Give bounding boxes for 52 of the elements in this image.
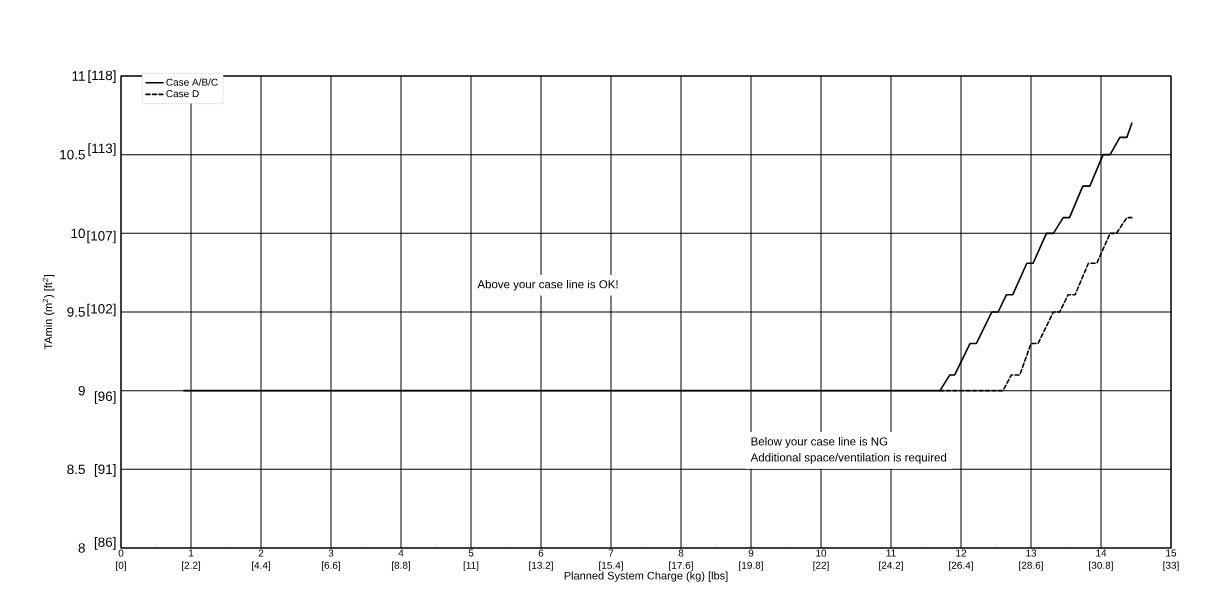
annotation: Below your case line is NG (751, 437, 888, 448)
y2-tick-label: [113] (88, 143, 116, 156)
x2-tick-label: [30.8] (1089, 561, 1113, 571)
annotation: Above your case line is OK! (477, 279, 618, 291)
x2-tick-label: [6.6] (321, 561, 341, 571)
y-tick-label: 9.5 (67, 307, 85, 317)
y2-tick-label: [118] (88, 70, 116, 83)
x-tick-label: 9 (748, 549, 754, 557)
x-tick-label: 14 (1096, 549, 1107, 557)
x-tick-label: 2 (258, 549, 264, 557)
x2-tick-label: [13.2] (529, 561, 553, 571)
x2-tick-label: [28.6] (1019, 561, 1043, 571)
y-tick-label: 8.5 (67, 464, 85, 475)
y-axis-title: TAmin (m$^{2}$) [ft$^{2}$] (42, 275, 55, 350)
x2-tick-label: [15.4] (599, 561, 623, 571)
legend-label: Case D (166, 90, 199, 98)
x2-tick-label: [19.8] (739, 561, 763, 571)
x2-tick-label: [2.2] (181, 561, 201, 571)
x-tick-label: 1 (188, 549, 194, 557)
x2-tick-label: [8.8] (391, 561, 411, 571)
legend-label: Case A/B/C (166, 78, 218, 86)
x-tick-label: 12 (956, 549, 967, 557)
x-axis-title: Planned System Charge (kg) [lbs] (564, 571, 728, 582)
x-tick-label: 6 (538, 549, 544, 557)
x2-tick-label: [22] (813, 561, 829, 571)
x2-tick-label: [0] (116, 561, 126, 571)
y-tick-label: 10 (71, 228, 85, 239)
y2-tick-label: [86] (94, 537, 116, 550)
x-tick-label: 4 (398, 549, 404, 557)
x2-tick-label: [4.4] (251, 561, 271, 571)
x2-tick-label: [17.6] (669, 561, 693, 571)
x-tick-label: 0 (118, 549, 124, 557)
x2-tick-label: [33] (1163, 561, 1179, 571)
x-tick-label: 8 (678, 549, 684, 557)
x2-tick-label: [24.2] (879, 561, 903, 571)
x-tick-label: 13 (1026, 549, 1037, 557)
x-tick-label: 15 (1166, 549, 1177, 557)
x2-tick-label: [26.4] (949, 561, 973, 571)
x-tick-label: 3 (328, 549, 334, 557)
x2-tick-label: [11] (463, 561, 479, 571)
x-tick-label: 5 (468, 549, 474, 557)
y2-tick-label: [102] (87, 303, 116, 317)
x-tick-label: 11 (886, 549, 896, 557)
y-tick-label: 11 (72, 71, 85, 81)
x-tick-label: 7 (608, 549, 614, 557)
y2-tick-label: [96] (94, 391, 116, 404)
y-tick-label: 10.5 (60, 149, 85, 160)
x-tick-label: 10 (816, 549, 827, 557)
y-tick-label: 9 (78, 385, 85, 396)
y2-tick-label: [107] (87, 230, 116, 244)
y2-tick-label: [91] (94, 464, 116, 477)
annotation: Additional space/ventilation is required (750, 453, 947, 464)
